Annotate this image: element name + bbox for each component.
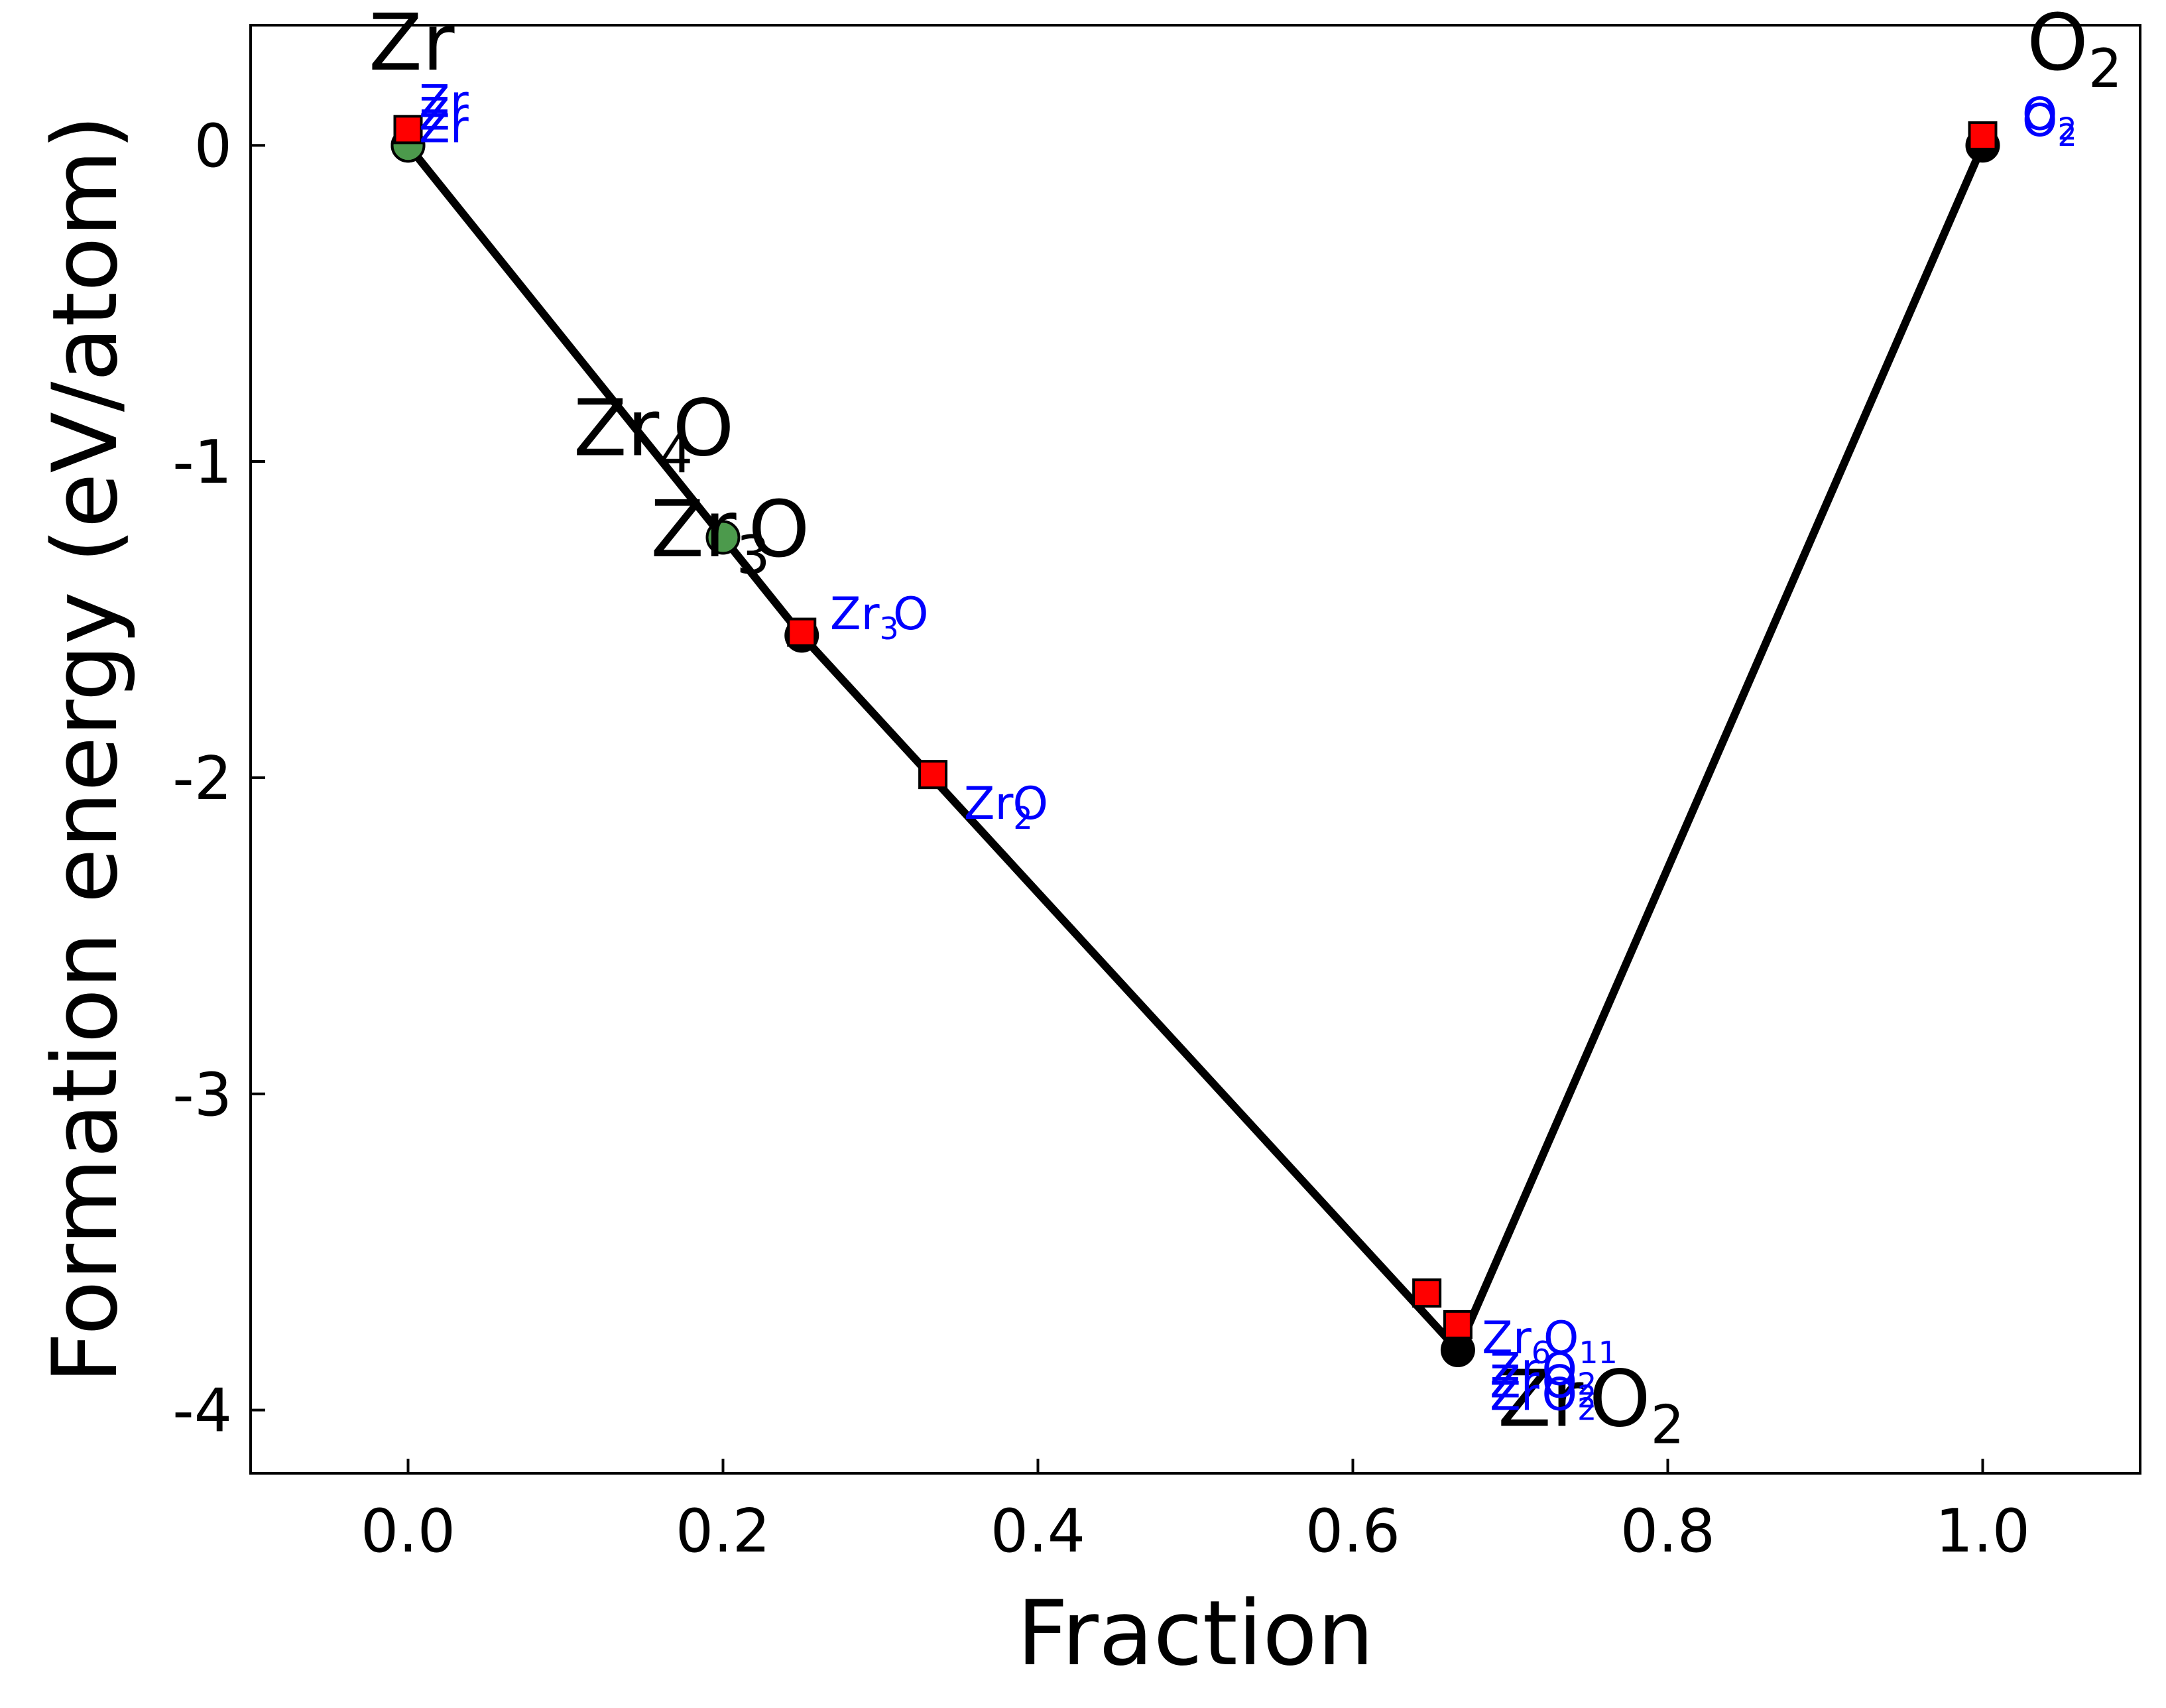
hull-layer bbox=[404, 143, 1987, 1355]
x-tick-label: 0.6 bbox=[1305, 1496, 1400, 1566]
compound-label: Zr bbox=[369, 0, 455, 88]
candidate-label: O2 bbox=[1542, 1357, 1597, 1415]
x-axis-label: Fraction bbox=[1017, 1581, 1374, 1685]
compound-label: O bbox=[749, 483, 810, 575]
green-point bbox=[705, 520, 741, 555]
y-axis-label: Formation energy (eV/atom) bbox=[33, 115, 137, 1384]
candidate-label: Zr2 bbox=[964, 778, 1033, 836]
y-tick-label: -1 bbox=[172, 428, 232, 497]
square-point bbox=[918, 760, 948, 790]
x-tick-label: 0.8 bbox=[1620, 1496, 1715, 1566]
compound-label: O bbox=[673, 383, 735, 474]
compound-label: O2 bbox=[2027, 0, 2122, 99]
candidate-label: O2 bbox=[1542, 1369, 1597, 1428]
candidate-label: O2 bbox=[2022, 95, 2077, 153]
candidate-label: Zr bbox=[419, 101, 469, 153]
square-point bbox=[1412, 1278, 1442, 1308]
square-point bbox=[1443, 1310, 1473, 1339]
candidate-label: Zr bbox=[1490, 1357, 1539, 1409]
x-tick-label: 1.0 bbox=[1935, 1496, 2030, 1566]
candidate-label: O bbox=[1013, 778, 1049, 830]
compound-label: Zr3 bbox=[650, 483, 770, 586]
candidate-label: Zr6 bbox=[1482, 1312, 1551, 1371]
candidate-label: Zr3 bbox=[830, 588, 899, 646]
compound-label: Zr bbox=[1498, 1353, 1584, 1444]
y-tick-label: -3 bbox=[172, 1060, 232, 1130]
square-point bbox=[393, 115, 423, 145]
candidate-label: O11 bbox=[1543, 1312, 1618, 1371]
x-tick-label: 0.0 bbox=[361, 1496, 455, 1566]
y-tick-label: -2 bbox=[172, 744, 232, 814]
candidate-label: O2 bbox=[1542, 1343, 1597, 1402]
x-tick-label: 0.2 bbox=[676, 1496, 770, 1566]
candidate-label: Zr bbox=[419, 76, 469, 128]
compound-label: O2 bbox=[1589, 1353, 1685, 1455]
x-tick-label: 0.4 bbox=[991, 1496, 1085, 1566]
marker-layer bbox=[391, 115, 2000, 1368]
plot-frame bbox=[249, 24, 2141, 1475]
y-tick-label: 0 bbox=[194, 111, 232, 181]
axis-layer: 0.0 0.2 0.4 0.6 0.8 1.0 0 -1 -2 -3 -4 bbox=[172, 111, 2030, 1566]
compound-label: Zr4 bbox=[573, 383, 693, 485]
candidate-label: Zr bbox=[1490, 1343, 1539, 1396]
candidate-label: Zr bbox=[1490, 1369, 1539, 1422]
candidate-label: O2 bbox=[2022, 88, 2077, 147]
square-point bbox=[1968, 121, 1998, 151]
candidate-label: Zr bbox=[419, 88, 469, 141]
square-point bbox=[787, 617, 817, 647]
y-tick-label: -4 bbox=[172, 1376, 232, 1446]
candidate-label: O bbox=[893, 588, 929, 640]
convex-hull-line bbox=[404, 143, 1987, 1355]
